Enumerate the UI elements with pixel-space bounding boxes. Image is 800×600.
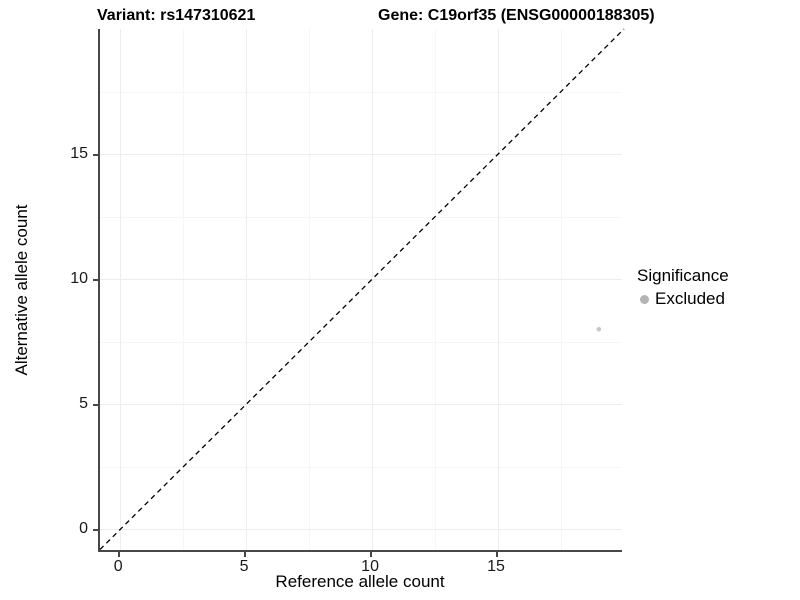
- plot-title-variant: Variant: rs147310621: [97, 7, 256, 24]
- x-major-gridline: [246, 29, 248, 550]
- x-minor-gridline: [561, 29, 563, 550]
- y-tick-label: 5: [79, 395, 88, 413]
- x-minor-gridline: [435, 29, 437, 550]
- plot-canvas: [99, 28, 625, 550]
- y-tick-mark: [93, 529, 98, 532]
- y-tick-mark: [93, 154, 98, 157]
- legend-item-label: Excluded: [655, 289, 725, 308]
- y-axis-title: Alternative allele count: [12, 204, 31, 376]
- y-minor-gridline: [100, 341, 622, 343]
- x-tick-label: 15: [487, 558, 505, 575]
- x-tick-mark: [118, 552, 121, 557]
- identity-dashed-line: [99, 28, 625, 550]
- y-major-gridline: [100, 279, 622, 281]
- x-tick-label: 10: [361, 558, 379, 575]
- x-major-gridline: [372, 29, 374, 550]
- x-minor-gridline: [183, 29, 185, 550]
- y-minor-gridline: [100, 216, 622, 218]
- y-major-gridline: [100, 154, 622, 156]
- x-tick-label: 5: [239, 558, 249, 575]
- y-minor-gridline: [100, 91, 622, 93]
- y-tick-label: 0: [79, 520, 88, 538]
- legend-point-swatch: [640, 294, 649, 304]
- legend-item: Excluded: [637, 289, 729, 309]
- x-tick-mark: [244, 552, 247, 557]
- y-major-gridline: [100, 404, 622, 406]
- x-tick-mark: [370, 552, 373, 557]
- plot-title-gene: Gene: C19orf35 (ENSG00000188305): [378, 7, 655, 24]
- y-minor-gridline: [100, 466, 622, 468]
- x-axis-title: Reference allele count: [275, 572, 445, 591]
- x-tick-mark: [496, 552, 499, 557]
- y-tick-label: 15: [70, 145, 88, 163]
- x-minor-gridline: [309, 29, 311, 550]
- plot-panel: [98, 28, 625, 552]
- legend: Significance Excluded: [637, 266, 729, 309]
- data-points: [596, 326, 602, 332]
- x-major-gridline: [498, 29, 500, 550]
- y-tick-mark: [93, 279, 98, 282]
- x-tick-label: 0: [113, 558, 123, 575]
- y-major-gridline: [100, 529, 622, 531]
- x-major-gridline: [120, 29, 122, 550]
- y-tick-mark: [93, 404, 98, 407]
- legend-title: Significance: [637, 266, 729, 285]
- scatter-point: [596, 326, 602, 332]
- y-tick-label: 10: [70, 270, 88, 288]
